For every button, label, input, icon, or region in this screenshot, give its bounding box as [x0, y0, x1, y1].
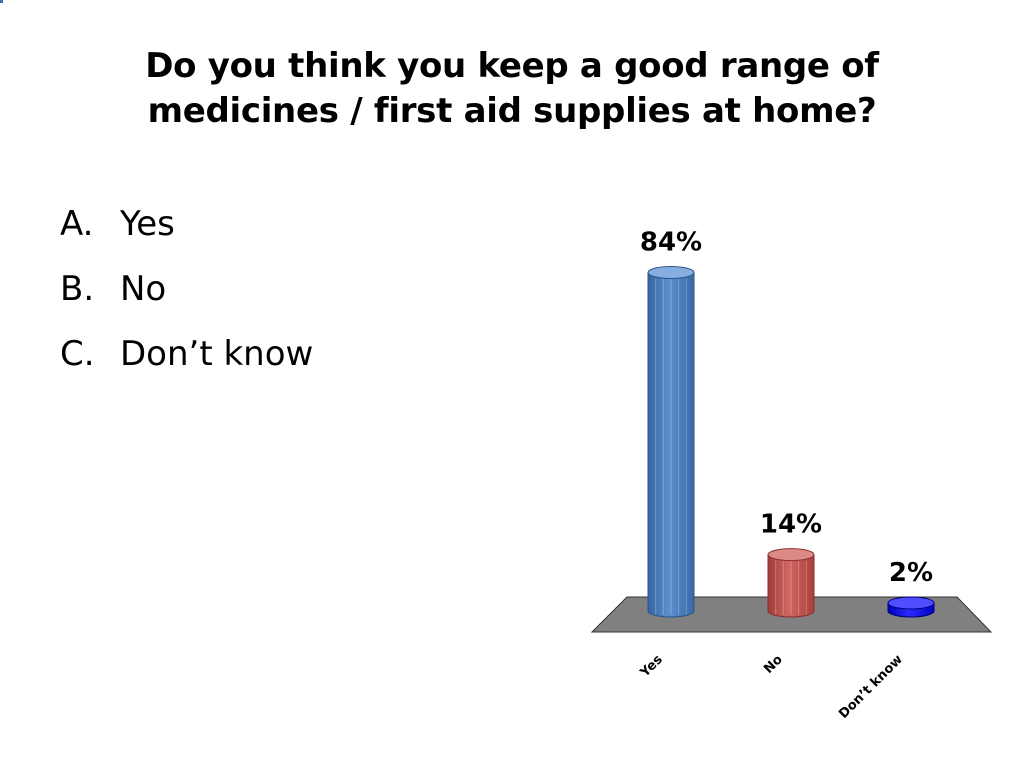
answer-item-a: A. Yes [60, 192, 313, 257]
slide-title: Do you think you keep a good range of me… [60, 44, 964, 134]
bar-yes [647, 265, 695, 618]
bars-layer: 84% Yes 14% No 2% Don’t know [637, 227, 935, 722]
answer-letter: B. [60, 269, 95, 309]
slide-title-line-2: medicines / first aid supplies at home? [147, 91, 877, 131]
data-label-no: 14% [760, 510, 822, 540]
bar-top-cap [647, 265, 695, 279]
bar-no [767, 548, 815, 618]
bar-body [647, 271, 695, 618]
answer-item-b: B. No [60, 257, 313, 322]
corner-mark [0, 0, 3, 3]
bar-top-cap [887, 596, 935, 610]
category-label-no: No [761, 652, 786, 677]
bar-body [767, 554, 815, 618]
data-label-yes: 84% [640, 227, 702, 257]
data-label-don-t-know: 2% [889, 558, 933, 588]
answer-letter: A. [60, 204, 94, 244]
bar-top-cap [767, 548, 815, 562]
slide-title-line-1: Do you think you keep a good range of [145, 46, 879, 86]
answer-letter: C. [60, 334, 95, 374]
answer-item-c: C. Don’t know [60, 322, 313, 387]
category-label-yes: Yes [637, 652, 666, 681]
bar-don-t-know [887, 596, 935, 618]
answer-list: A. Yes B. No C. Don’t know [60, 192, 313, 387]
answer-text: Yes [120, 204, 175, 244]
category-label-don-t-know: Don’t know [836, 652, 906, 722]
answer-text: Don’t know [120, 334, 314, 374]
answer-text: No [120, 269, 167, 309]
